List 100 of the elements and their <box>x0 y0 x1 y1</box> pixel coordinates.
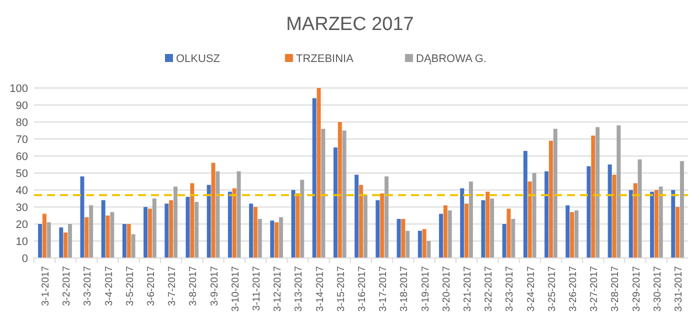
bar <box>42 214 46 258</box>
bar <box>258 218 262 258</box>
y-tick-label: 30 <box>16 202 28 214</box>
bar <box>502 224 506 258</box>
x-tick-label: 3-16-2017 <box>357 266 368 312</box>
bar <box>342 130 346 258</box>
x-tick-label: 3-17-2017 <box>378 266 390 312</box>
bar <box>676 207 680 258</box>
bar <box>363 195 368 258</box>
bar <box>211 162 216 258</box>
x-tick-label: 3-21-2017 <box>462 266 474 312</box>
x-tick-label: 3-19-2017 <box>420 266 432 312</box>
bar <box>206 184 211 258</box>
bar <box>300 180 304 258</box>
bar <box>190 183 194 258</box>
bar <box>131 234 136 258</box>
bar <box>228 192 232 258</box>
x-tick-label: 3-29-2017 <box>631 266 642 312</box>
bar <box>316 88 321 258</box>
x-tick-label: 3-28-2017 <box>610 266 622 312</box>
x-tick-label: 3-14-2017 <box>314 266 326 312</box>
bar <box>148 208 152 258</box>
bar <box>380 193 384 258</box>
legend-label: OLKUSZ <box>176 53 220 65</box>
bar <box>443 205 448 258</box>
bar <box>596 127 600 258</box>
bar <box>570 212 574 258</box>
bar <box>253 207 258 258</box>
bar <box>426 241 431 258</box>
bar <box>194 202 199 258</box>
bar <box>406 230 410 258</box>
y-tick-label: 100 <box>10 82 28 95</box>
y-tick-label: 0 <box>22 252 28 265</box>
bar <box>126 224 131 258</box>
bar <box>506 208 511 258</box>
x-tick-label: 3-6-2017 <box>146 266 157 306</box>
x-tick-label: 3-12-2017 <box>272 266 284 312</box>
x-tick-label: 3-15-2017 <box>336 266 347 312</box>
bar <box>422 229 426 258</box>
y-tick-label: 60 <box>16 150 28 163</box>
bar <box>553 128 558 258</box>
x-tick-label: 3-9-2017 <box>209 266 220 306</box>
bar <box>354 174 359 258</box>
bar <box>59 227 64 258</box>
bar <box>384 176 389 258</box>
bar <box>236 171 241 258</box>
x-tick-label: 3-30-2017 <box>652 266 664 312</box>
bar <box>122 224 126 258</box>
bar <box>658 186 663 258</box>
bar <box>638 159 642 258</box>
x-tick-label: 3-2-2017 <box>62 266 73 306</box>
bar <box>249 204 254 258</box>
bar <box>84 217 89 258</box>
bar <box>481 200 486 258</box>
bar <box>650 192 654 258</box>
bar <box>523 150 528 258</box>
bar <box>312 98 316 258</box>
bar <box>169 200 174 258</box>
bar <box>279 217 283 258</box>
bar <box>144 207 148 258</box>
bar <box>448 210 452 258</box>
bar <box>401 218 406 258</box>
bar <box>64 232 68 258</box>
bar <box>566 205 570 258</box>
bar <box>574 210 578 258</box>
bar <box>164 204 169 258</box>
bar <box>174 186 178 258</box>
x-tick-label: 3-4-2017 <box>104 266 115 306</box>
bar <box>633 183 638 258</box>
x-tick-label: 3-7-2017 <box>167 266 178 306</box>
bar <box>544 171 548 258</box>
bar <box>46 222 51 258</box>
legend-label: TRZEBINIA <box>296 53 354 65</box>
bar <box>89 205 94 258</box>
bar <box>338 122 342 258</box>
bar <box>591 136 596 258</box>
bar <box>274 222 279 258</box>
y-tick-label: 80 <box>16 116 28 129</box>
bar <box>548 140 553 258</box>
x-tick-label: 3-13-2017 <box>294 266 305 312</box>
bar <box>654 190 658 258</box>
bar <box>528 182 532 258</box>
x-tick-label: 3-10-2017 <box>230 266 242 312</box>
x-tick-label: 3-24-2017 <box>526 266 537 312</box>
bar <box>460 188 464 258</box>
bar <box>464 204 469 258</box>
bar <box>418 230 422 258</box>
bar <box>291 190 296 258</box>
bar <box>586 166 591 258</box>
x-tick-label: 3-5-2017 <box>124 266 136 306</box>
y-tick-label: 40 <box>16 184 28 197</box>
legend-label: DĄBROWA G. <box>416 53 486 65</box>
bar <box>490 198 494 258</box>
bar <box>152 198 156 258</box>
chart-title: MARZEC 2017 <box>286 14 414 35</box>
bar <box>671 190 676 258</box>
bar <box>110 212 114 258</box>
x-tick-label: 3-22-2017 <box>484 266 495 312</box>
bar <box>616 125 621 258</box>
bar <box>270 220 274 258</box>
